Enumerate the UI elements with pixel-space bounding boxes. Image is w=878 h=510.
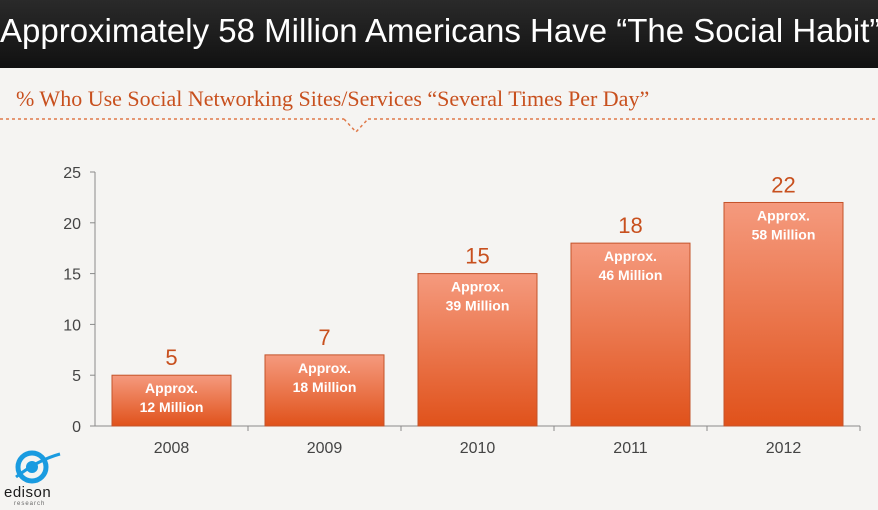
bar-inner-label: Approx.	[604, 248, 657, 264]
bar-inner-label: 12 Million	[140, 399, 204, 415]
bar-2009	[264, 354, 385, 427]
x-tick-label: 2008	[154, 440, 190, 457]
x-tick-label: 2011	[613, 440, 648, 457]
bar-inner-label: Approx.	[451, 279, 504, 295]
x-tick-label: 2009	[307, 440, 343, 457]
bar-inner-label: 18 Million	[293, 379, 357, 395]
page-title: Approximately 58 Million Americans Have …	[0, 12, 878, 49]
bar-value-label: 22	[771, 172, 795, 197]
edison-logo-icon	[15, 450, 61, 484]
bar-value-label: 15	[465, 244, 489, 269]
y-tick-label: 10	[63, 317, 81, 334]
bar-value-label: 5	[165, 345, 177, 370]
bar-inner-label: 46 Million	[599, 267, 663, 283]
y-tick-label: 25	[63, 165, 81, 182]
x-tick-label: 2012	[766, 440, 802, 457]
bar-inner-label: Approx.	[757, 207, 810, 223]
y-tick-label: 15	[63, 267, 81, 284]
bar-inner-label: Approx.	[298, 360, 351, 376]
edison-logo-subtext: research	[14, 501, 46, 507]
x-tick-label: 2010	[460, 440, 496, 457]
y-tick-label: 20	[63, 216, 81, 233]
y-tick-label: 0	[72, 419, 81, 436]
bar-2008	[111, 374, 232, 427]
header-bar: Approximately 58 Million Americans Have …	[0, 0, 878, 68]
bar-2011	[570, 242, 691, 427]
bar-2010	[417, 273, 538, 427]
bar-inner-label: 39 Million	[446, 298, 510, 314]
y-tick-label: 5	[72, 368, 81, 385]
bar-value-label: 7	[318, 325, 330, 350]
bar-value-label: 18	[618, 213, 642, 238]
chart-subtitle: % Who Use Social Networking Sites/Servic…	[16, 86, 650, 111]
bar-inner-label: Approx.	[145, 380, 198, 396]
bar-2012	[723, 201, 844, 427]
bar-inner-label: 58 Million	[752, 226, 816, 242]
divider-notch	[343, 118, 369, 134]
edison-logo-text: edison	[4, 484, 52, 501]
